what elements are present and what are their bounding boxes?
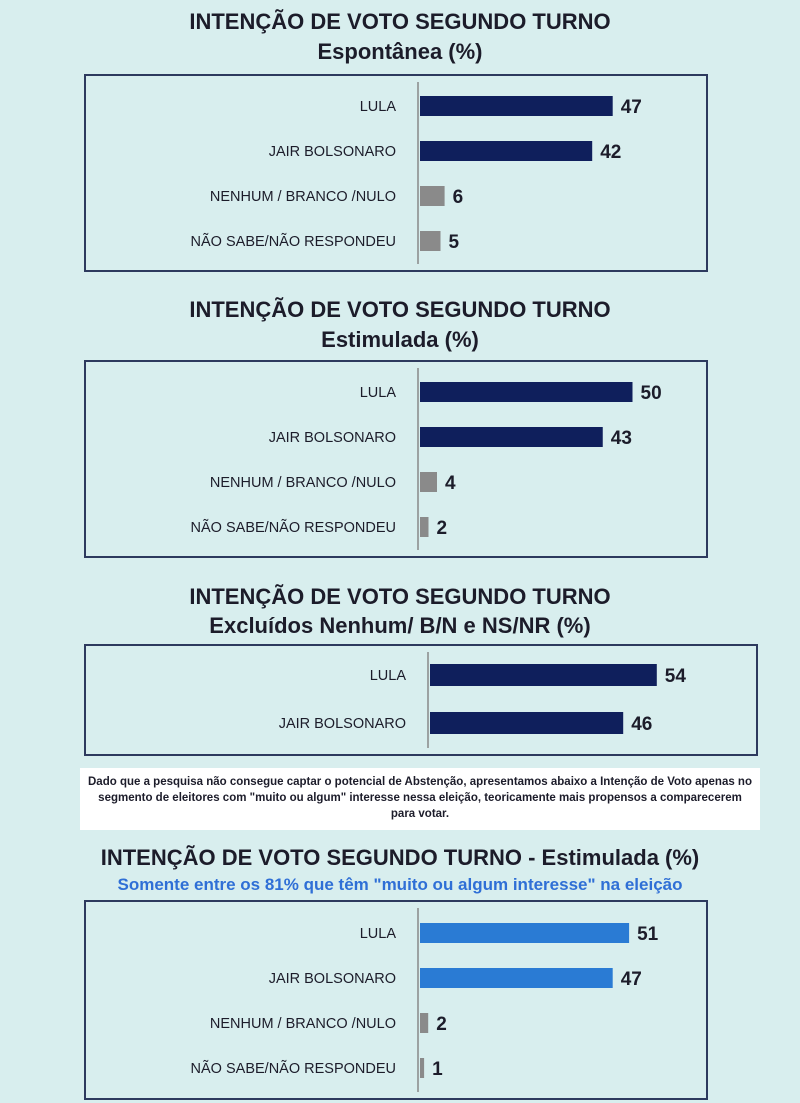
bar <box>420 923 630 943</box>
category-label: JAIR BOLSONARO <box>269 971 396 987</box>
bar <box>420 517 429 537</box>
bar <box>420 382 633 402</box>
value-label: 54 <box>665 666 687 687</box>
value-label: 42 <box>600 142 621 163</box>
category-label: JAIR BOLSONARO <box>269 430 396 446</box>
value-label: 2 <box>437 518 448 539</box>
category-label: LULA <box>360 926 397 942</box>
bar <box>420 186 445 206</box>
value-label: 1 <box>432 1059 443 1080</box>
bar <box>430 712 624 734</box>
value-label: 43 <box>611 428 632 449</box>
bar <box>420 96 613 116</box>
chart-4-title: INTENÇÃO DE VOTO SEGUNDO TURNO - Estimul… <box>100 845 700 870</box>
category-label: JAIR BOLSONARO <box>269 144 396 160</box>
value-label: 51 <box>637 924 659 945</box>
category-label: LULA <box>360 385 397 401</box>
category-label: NÃO SABE/NÃO RESPONDEU <box>191 1060 396 1077</box>
bar <box>420 231 441 251</box>
category-label: NÃO SABE/NÃO RESPONDEU <box>191 519 396 536</box>
chart-2-panel: LULA 50 JAIR BOLSONARO 43 NENHUM / BRANCO /N… <box>84 360 708 558</box>
category-label: NENHUM / BRANCO /NULO <box>210 1016 396 1032</box>
category-label: JAIR BOLSONARO <box>279 716 406 732</box>
bar <box>420 968 613 988</box>
bar <box>420 1058 425 1078</box>
chart-3-svg: LULA 54 JAIR BOLSONARO 46 <box>279 652 687 748</box>
value-label: 46 <box>631 714 652 735</box>
chart-3-title: INTENÇÃO DE VOTO SEGUNDO TURNO <box>189 584 611 609</box>
value-label: 47 <box>621 97 642 118</box>
abstention-note: Dado que a pesquisa não consegue captar … <box>80 768 760 830</box>
value-label: 50 <box>641 383 662 404</box>
value-label: 4 <box>445 473 456 494</box>
category-label: NENHUM / BRANCO /NULO <box>210 189 396 205</box>
chart-4-panel: LULA 51 JAIR BOLSONARO 47 NENHUM / BRANCO /N… <box>84 900 708 1100</box>
chart-2-title: INTENÇÃO DE VOTO SEGUNDO TURNO <box>189 297 611 322</box>
category-label: LULA <box>370 668 407 684</box>
value-label: 5 <box>449 232 460 253</box>
chart-3-panel: LULA 54 JAIR BOLSONARO 46 <box>84 644 758 756</box>
chart-1-title: INTENÇÃO DE VOTO SEGUNDO TURNO <box>189 9 611 34</box>
chart-4-subtitle: Somente entre os 81% que têm "muito ou a… <box>117 875 683 894</box>
value-label: 6 <box>453 187 464 208</box>
bar <box>420 427 603 447</box>
chart-1-svg: LULA 47 JAIR BOLSONARO 42 NENHUM / BRANCO /N… <box>191 82 642 264</box>
bar <box>430 664 657 686</box>
category-label: LULA <box>360 99 397 115</box>
chart-2-subtitle: Estimulada (%) <box>321 327 479 352</box>
category-label: NENHUM / BRANCO /NULO <box>210 475 396 491</box>
chart-2-svg: LULA 50 JAIR BOLSONARO 43 NENHUM / BRANCO /N… <box>191 368 662 550</box>
category-label: NÃO SABE/NÃO RESPONDEU <box>191 233 396 250</box>
bar <box>420 1013 429 1033</box>
bar <box>420 472 437 492</box>
bar <box>420 141 593 161</box>
chart-1-panel: LULA 47 JAIR BOLSONARO 42 NENHUM / BRANCO /N… <box>84 74 708 272</box>
chart-3-subtitle: Excluídos Nenhum/ B/N e NS/NR (%) <box>209 613 591 638</box>
value-label: 2 <box>436 1014 447 1035</box>
chart-1-subtitle: Espontânea (%) <box>317 39 483 64</box>
chart-4-svg: LULA 51 JAIR BOLSONARO 47 NENHUM / BRANCO /N… <box>191 908 659 1092</box>
value-label: 47 <box>621 969 642 990</box>
